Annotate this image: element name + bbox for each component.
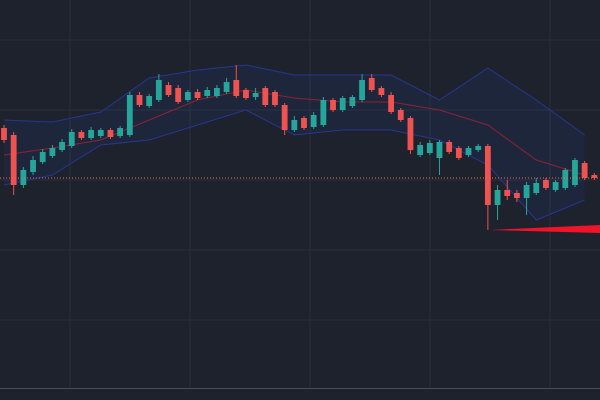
grid bbox=[0, 0, 600, 388]
candle-body bbox=[455, 148, 462, 158]
candle-body bbox=[184, 92, 191, 100]
candle-body bbox=[378, 88, 385, 95]
candle-body bbox=[349, 97, 356, 106]
candle-body bbox=[572, 160, 578, 185]
candle-body bbox=[475, 146, 482, 150]
candle-body bbox=[494, 190, 501, 205]
candle-body bbox=[310, 115, 317, 127]
candle-body bbox=[417, 145, 424, 155]
candle-body bbox=[446, 142, 453, 152]
candle-body bbox=[30, 160, 36, 172]
candle-body bbox=[59, 142, 65, 150]
candle-body bbox=[136, 95, 143, 105]
candle-body bbox=[388, 95, 394, 112]
candle-body bbox=[49, 148, 56, 156]
candle-body bbox=[339, 98, 346, 110]
candle-body bbox=[320, 100, 327, 125]
candle-body bbox=[1, 128, 7, 140]
candle-body bbox=[97, 130, 104, 136]
candle-body bbox=[10, 135, 17, 185]
upper-band bbox=[3, 64, 585, 136]
middle-band bbox=[3, 89, 585, 176]
candle-body bbox=[252, 93, 259, 97]
candle-body bbox=[359, 80, 365, 100]
candle-body bbox=[68, 132, 75, 146]
candle-body bbox=[214, 88, 220, 96]
candle-body bbox=[281, 105, 288, 130]
candle-body bbox=[243, 90, 249, 98]
candle-body bbox=[504, 190, 511, 196]
candle-body bbox=[465, 148, 472, 155]
candle-body bbox=[484, 146, 491, 205]
candle-body bbox=[368, 78, 375, 90]
candle-body bbox=[117, 128, 124, 136]
candle-body bbox=[591, 175, 598, 178]
candle-body bbox=[223, 82, 230, 92]
candle-body bbox=[301, 118, 307, 128]
candle-body bbox=[330, 100, 336, 110]
candle-body bbox=[552, 182, 559, 190]
candle-body bbox=[126, 95, 133, 135]
candle-body bbox=[397, 110, 404, 120]
candle-body bbox=[262, 88, 269, 105]
candle-body bbox=[78, 132, 85, 138]
candle-body bbox=[204, 90, 211, 96]
drawing-wedge bbox=[490, 225, 600, 233]
candle-body bbox=[39, 152, 46, 162]
candle-body bbox=[88, 130, 94, 138]
candle-body bbox=[272, 92, 278, 105]
candle-body bbox=[20, 170, 27, 185]
candle-body bbox=[146, 96, 153, 106]
candle-body bbox=[533, 183, 540, 193]
candle-body bbox=[523, 185, 530, 198]
candle-body bbox=[165, 85, 172, 95]
candle-body bbox=[562, 170, 569, 188]
candle-body bbox=[155, 80, 162, 100]
candle-body bbox=[581, 163, 588, 178]
candle-body bbox=[233, 80, 240, 96]
candle-body bbox=[426, 143, 433, 153]
candle-body bbox=[407, 118, 414, 150]
candle-body bbox=[291, 120, 298, 130]
candle-body bbox=[107, 130, 114, 137]
candle-body bbox=[514, 193, 520, 198]
candle-body bbox=[194, 92, 201, 98]
candle-body bbox=[175, 88, 182, 102]
candle-body bbox=[543, 180, 549, 188]
candle-body bbox=[436, 142, 443, 158]
